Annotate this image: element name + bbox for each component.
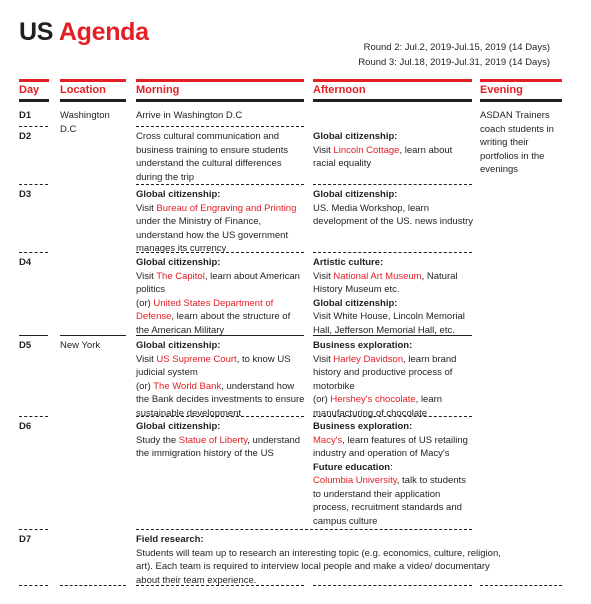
d3-afternoon: Global citizenship: US. Media Workshop, … [313, 189, 474, 227]
d2-afternoon-title: Global citizenship: [313, 131, 398, 142]
bureau-engraving-link: Bureau of Engraving and Printing [156, 202, 297, 214]
divider [136, 335, 304, 336]
divider [136, 416, 304, 417]
statue-liberty-link: Statue of Liberty [178, 434, 248, 446]
header-day: Day [19, 79, 49, 102]
divider [136, 585, 304, 586]
d2-morning: Cross cultural communication and busines… [136, 131, 289, 183]
divider [19, 184, 48, 185]
header-evening: Evening [480, 79, 562, 102]
day-label-d5: D5 [19, 340, 32, 351]
supreme-court-link: US Supreme Court [156, 353, 237, 365]
d4-afternoon: Artistic culture: Visit National Art Mus… [313, 257, 465, 336]
d4-morning: Global citizenship: Visit The Capitol, l… [136, 257, 300, 336]
divider [313, 585, 472, 586]
divider [313, 335, 472, 336]
d6-morning: Global citizenship: Study the Statue of … [136, 421, 301, 459]
dept-defense-link: United States Department of Defense [136, 297, 274, 323]
divider [313, 184, 472, 185]
divider [19, 252, 48, 253]
day-label-d7: D7 [19, 534, 32, 545]
evening-note: ASDAN Trainers coach students in writing… [480, 110, 554, 175]
round-2-dates: Round 2: Jul.2, 2019-Jul.15, 2019 (14 Da… [363, 42, 550, 53]
divider [19, 585, 48, 586]
d1-morning: Arrive in Washington D.C [136, 110, 243, 121]
title-red: Agenda [58, 18, 149, 46]
d3-morning: Global citizenship: Visit Bureau of Engr… [136, 189, 297, 254]
d5-afternoon: Business exploration: Visit Harley David… [313, 340, 457, 419]
divider [136, 252, 304, 253]
header-morning: Morning [136, 79, 304, 102]
d2-afternoon: Global citizenship: Visit Lincoln Cottag… [313, 130, 473, 171]
round-3-dates: Round 3: Jul.18, 2019-Jul.31, 2019 (14 D… [358, 57, 550, 68]
d5-morning: Global citizenship: Visit US Supreme Cou… [136, 340, 305, 419]
divider [19, 335, 48, 336]
divider [19, 126, 48, 127]
divider [313, 252, 472, 253]
divider [19, 529, 48, 530]
day-label-d3: D3 [19, 189, 32, 200]
columbia-university-link: Columbia University [313, 475, 397, 486]
page-title: US Agenda [19, 18, 149, 47]
hersheys-link: Hershey's chocolate [330, 394, 416, 405]
harley-davidson-link: Harley Davidson [333, 353, 404, 365]
header-location: Location [60, 79, 126, 102]
location-new-york: New York [60, 340, 101, 351]
divider [136, 184, 304, 185]
header-afternoon: Afternoon [313, 79, 472, 102]
divider [19, 416, 48, 417]
the-capitol-link: The Capitol [156, 270, 205, 282]
lincoln-cottage-link: Lincoln Cottage [333, 144, 400, 156]
world-bank-link: The World Bank [153, 380, 222, 392]
day-label-d6: D6 [19, 421, 32, 432]
d7-field-research: Field research: Students will team up to… [136, 534, 501, 586]
title-black: US [19, 18, 59, 46]
divider [60, 335, 126, 336]
divider [136, 529, 472, 530]
round-dates: Round 2: Jul.2, 2019-Jul.15, 2019 (14 Da… [358, 40, 550, 70]
day-label-d4: D4 [19, 257, 32, 268]
day-label-d1: D1 [19, 110, 32, 121]
divider [480, 585, 562, 586]
divider [136, 126, 304, 127]
location-washington: Washington D.C [60, 110, 110, 135]
divider [313, 416, 472, 417]
national-art-museum-link: National Art Museum [333, 270, 422, 282]
day-label-d2: D2 [19, 131, 32, 142]
divider [60, 585, 126, 586]
macys-link: Macy's [313, 434, 343, 446]
d6-afternoon: Business exploration: Macy's, learn feat… [313, 421, 468, 527]
